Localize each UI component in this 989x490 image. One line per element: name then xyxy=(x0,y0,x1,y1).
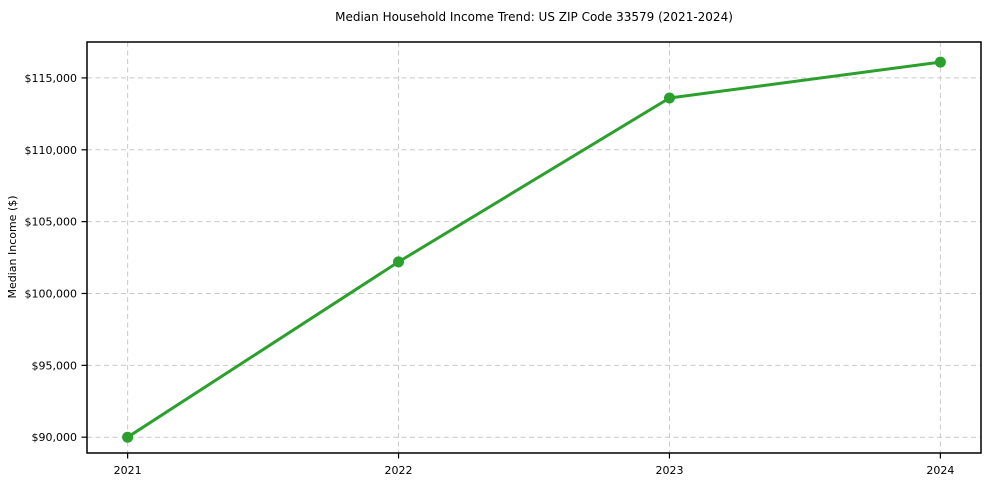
series-layer xyxy=(122,56,946,443)
x-tick-label: 2024 xyxy=(926,464,954,477)
y-tick-label: $95,000 xyxy=(32,359,78,372)
x-tick-label: 2022 xyxy=(385,464,413,477)
income-line-series xyxy=(126,60,942,439)
tick-marks xyxy=(81,77,941,459)
data-point-2022 xyxy=(393,256,404,268)
y-tick-label: $100,000 xyxy=(25,287,78,300)
y-tick-label: $90,000 xyxy=(32,431,78,444)
y-tick-label: $110,000 xyxy=(25,144,78,157)
tick-labels: $90,000 $95,000 $100,000 $105,000 $110,000 $1… xyxy=(25,72,955,477)
plot-border xyxy=(86,41,982,454)
chart-title: Median Household Income Trend: US ZIP Co… xyxy=(335,10,733,24)
x-tick-label: 2021 xyxy=(114,464,142,477)
y-tick-label: $115,000 xyxy=(25,72,78,85)
y-axis-label: Median Income ($) xyxy=(6,195,19,298)
data-point-2024 xyxy=(934,56,946,68)
data-point-2023 xyxy=(664,92,675,104)
axes-frame xyxy=(86,41,982,454)
y-tick-label: $105,000 xyxy=(25,216,78,229)
data-point-2021 xyxy=(122,431,134,443)
x-tick-label: 2023 xyxy=(655,464,683,477)
